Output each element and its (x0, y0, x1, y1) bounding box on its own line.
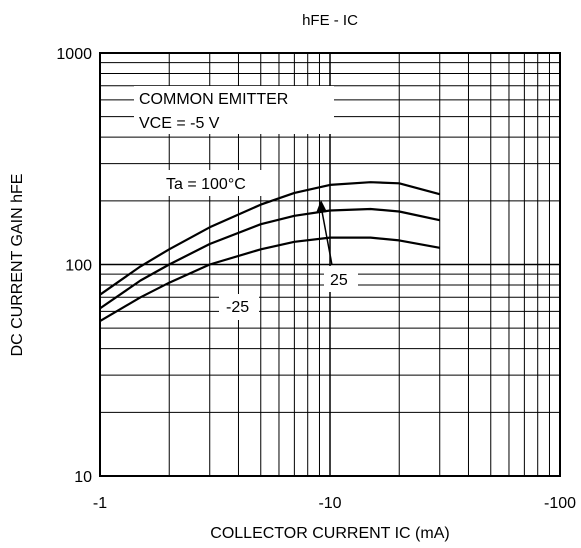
series-label-100: Ta = 100°C (166, 176, 246, 193)
x-tick-labels: -1 -10 -100 (93, 495, 576, 512)
label-25-arrowhead (316, 200, 327, 213)
label-25-arrow (320, 205, 333, 266)
chart-title: hFE - IC (302, 12, 358, 29)
label-100-bg (162, 170, 266, 196)
series-label-m25: -25 (226, 299, 249, 316)
y-tick-label: 10 (74, 469, 92, 486)
condition-label-1: COMMON EMITTER (139, 91, 288, 108)
y-tick-label: 1000 (56, 46, 92, 63)
label-25-bg (324, 266, 358, 292)
condition-label-bg (134, 86, 334, 134)
series-label-25: 25 (330, 272, 348, 289)
y-tick-labels: 10 100 1000 (56, 46, 92, 486)
label-m25-bg (219, 294, 259, 320)
x-axis-label: COLLECTOR CURRENT IC (mA) (210, 525, 449, 542)
y-axis-label: DC CURRENT GAIN hFE (9, 174, 26, 357)
x-tick-label: -100 (544, 495, 576, 512)
curve-labels: COMMON EMITTER VCE = -5 V Ta = 100°C 25 … (134, 86, 358, 320)
x-tick-label: -10 (318, 495, 341, 512)
curves (99, 181, 440, 323)
plot-frame (99, 52, 561, 477)
y-tick-label: 100 (65, 258, 92, 275)
x-tick-label: -1 (93, 495, 107, 512)
condition-label-2: VCE = -5 V (139, 115, 220, 132)
series-line-1 (99, 207, 440, 310)
series-line-0 (99, 181, 440, 296)
series-line-2 (99, 236, 440, 323)
